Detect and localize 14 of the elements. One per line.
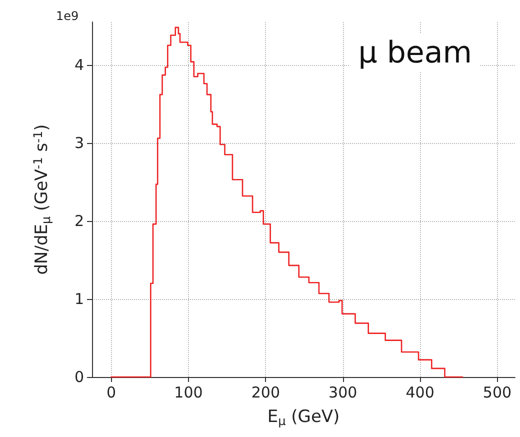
y-tick-label: 0	[74, 368, 84, 386]
x-tick-label: 500	[482, 384, 512, 402]
y-tick-label: 2	[74, 212, 84, 230]
y-tick-label: 4	[74, 56, 84, 74]
y-tick-label: 3	[74, 134, 84, 152]
text: 1e9	[56, 9, 79, 23]
x-tick-label: 400	[406, 384, 434, 402]
x-tick-label: 100	[174, 384, 203, 402]
x-tick-label: 300	[328, 384, 358, 402]
x-tick-label: 0	[106, 384, 116, 402]
x-tick-label: 200	[251, 384, 280, 402]
y-axis-title: dN/dEμ (GeV-1 s-1)	[31, 124, 53, 275]
text: μ beam	[358, 36, 472, 70]
y-tick-label: 1	[74, 290, 84, 308]
